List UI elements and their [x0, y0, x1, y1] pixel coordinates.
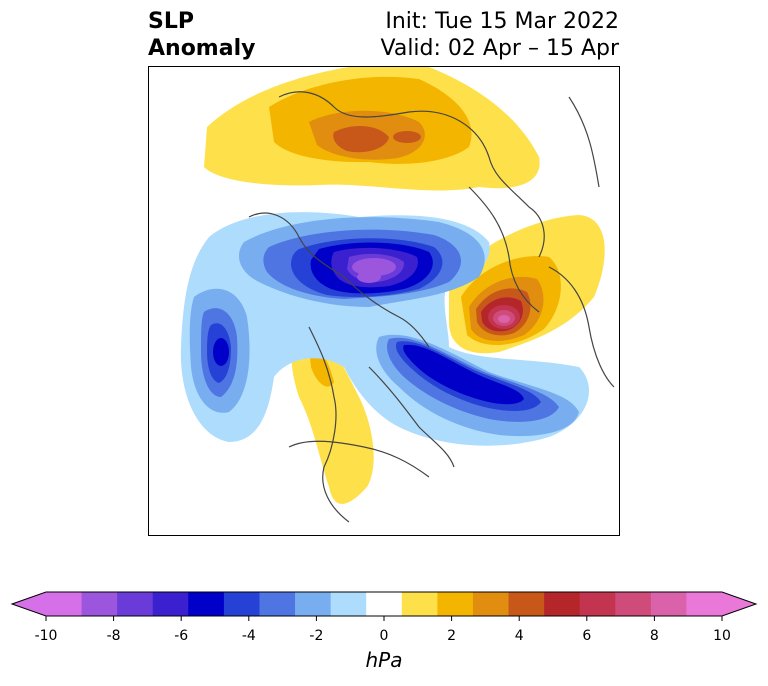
colorbar-cell	[686, 592, 723, 616]
negative-anomaly-north-pacific	[189, 288, 250, 413]
colorbar-tick-label: 6	[582, 628, 592, 644]
colorbar-cell	[152, 592, 189, 616]
colorbar-extend-max	[722, 592, 756, 616]
anomaly-map	[148, 66, 620, 536]
colorbar-cell	[46, 592, 83, 616]
valid-range-label: Valid: 02 Apr – 15 Apr	[380, 36, 620, 61]
colorbar-tick-label: 2	[447, 628, 457, 644]
title-line-2: Anomaly	[148, 36, 256, 61]
colorbar-cell	[330, 592, 367, 616]
colorbar-cell	[81, 592, 118, 616]
colorbar-tick-label: 10	[713, 628, 731, 644]
negative-anomaly-arctic-canada	[239, 217, 485, 307]
colorbar-cell	[615, 592, 652, 616]
colorbar-cell	[295, 592, 332, 616]
colorbar-extend-min	[12, 592, 46, 616]
coastlines	[248, 91, 615, 523]
colorbar-cell	[472, 592, 510, 616]
negative-anomaly-north-atlantic	[376, 334, 579, 437]
init-date-label: Init: Tue 15 Mar 2022	[385, 9, 619, 34]
colorbar-tick-label: -10	[34, 628, 58, 644]
colorbar-tick-label: 0	[379, 628, 389, 644]
colorbar-unit-label: hPa	[365, 648, 403, 672]
colorbar-cell	[259, 592, 296, 616]
colorbar-tick-label: -4	[241, 628, 256, 644]
title-line-1: SLP	[148, 9, 194, 34]
colorbar-cell	[366, 592, 403, 616]
colorbar-tick-label: -2	[309, 628, 324, 644]
colorbar-cell	[401, 592, 438, 616]
colorbar-cell	[544, 592, 581, 616]
colorbar-cell	[117, 592, 154, 616]
colorbar-cell	[579, 592, 616, 616]
colorbar-cell	[223, 592, 260, 616]
chart-title: SLP Anomaly	[148, 8, 255, 62]
colorbar-tick-label: -8	[106, 628, 121, 644]
colorbar	[10, 591, 758, 621]
colorbar-cell	[188, 592, 225, 616]
colorbar-cell	[650, 592, 687, 616]
valid-period-title: Init: Tue 15 Mar 2022 Valid: 02 Apr – 15…	[381, 8, 620, 62]
colorbar-tick-label: -6	[174, 628, 189, 644]
colorbar-cell	[508, 592, 545, 616]
map-canvas	[180, 67, 615, 523]
colorbar-cell	[437, 592, 474, 616]
positive-anomaly-eurasia	[204, 67, 540, 191]
colorbar-tick-label: 4	[514, 628, 524, 644]
colorbar-tick-label: 8	[649, 628, 659, 644]
